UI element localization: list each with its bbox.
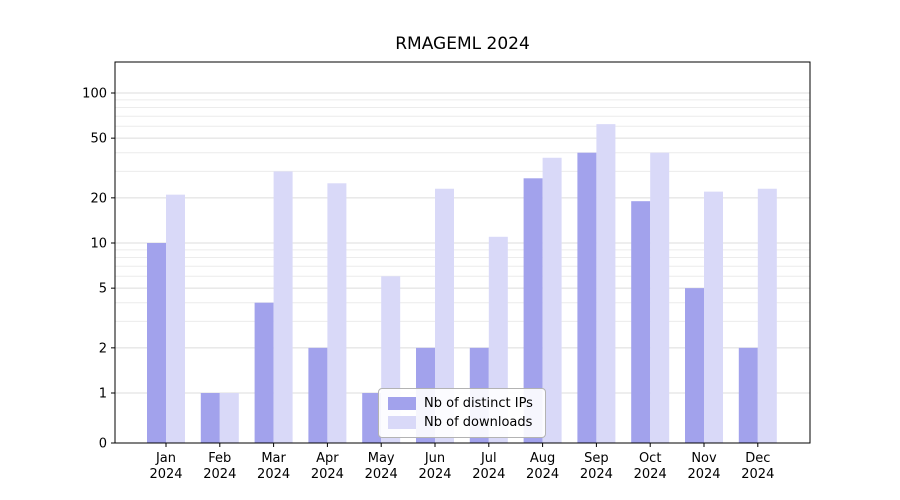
x-tick-label-month: Apr [316, 451, 339, 466]
bar-downloads-apr [327, 183, 347, 443]
bar-downloads-dec [757, 188, 777, 443]
x-tick-label-year: 2024 [418, 467, 451, 482]
x-tick-label-year: 2024 [526, 467, 559, 482]
bar-downloads-aug [542, 157, 562, 443]
bar-downloads-nov [704, 191, 723, 443]
legend-item-downloads: Nb of downloads [388, 413, 536, 432]
y-tick-label: 5 [99, 282, 107, 297]
x-tick-label-year: 2024 [311, 467, 344, 482]
bar-distinct-ips-jan [147, 243, 166, 443]
bar-downloads-sep [596, 124, 616, 444]
y-tick-label: 100 [82, 87, 107, 102]
bar-distinct-ips-nov [685, 288, 704, 443]
x-tick-label-month: Jan [155, 451, 176, 466]
x-tick-label-year: 2024 [365, 467, 398, 482]
bar-downloads-oct [650, 152, 670, 444]
x-tick-label-month: May [368, 451, 395, 466]
y-tick-label: 1 [99, 387, 107, 402]
x-tick-label-month: Jul [480, 451, 497, 466]
x-tick-label-year: 2024 [580, 467, 613, 482]
x-tick-label-month: Oct [639, 451, 661, 466]
bar-downloads-jun [435, 188, 454, 443]
legend: Nb of distinct IPs Nb of downloads [378, 388, 546, 438]
y-tick-label: 0 [99, 437, 107, 452]
x-tick-label-year: 2024 [149, 467, 182, 482]
legend-label-downloads: Nb of downloads [424, 415, 533, 430]
x-tick-label-month: Aug [530, 451, 555, 466]
x-tick-label-year: 2024 [257, 467, 290, 482]
bar-distinct-ips-dec [738, 347, 758, 443]
bar-distinct-ips-sep [577, 152, 597, 444]
bar-downloads-mar [273, 171, 293, 443]
legend-swatch-downloads [388, 416, 416, 429]
x-tick-label-month: Nov [691, 451, 717, 466]
x-tick-label-year: 2024 [203, 467, 236, 482]
y-tick-label: 20 [90, 191, 107, 206]
legend-label-distinct-ips: Nb of distinct IPs [424, 396, 533, 411]
x-tick-label-month: Dec [745, 451, 770, 466]
axes-box [114, 61, 811, 444]
y-tick-label: 50 [90, 132, 107, 147]
x-tick-label-year: 2024 [472, 467, 505, 482]
x-tick-label-year: 2024 [741, 467, 774, 482]
bar-distinct-ips-apr [308, 347, 328, 443]
y-tick-label: 10 [90, 237, 107, 252]
bar-distinct-ips-feb [200, 393, 220, 443]
bar-distinct-ips-may [362, 393, 382, 443]
y-tick-label: 2 [99, 341, 107, 356]
x-tick-label-month: Jun [424, 451, 445, 466]
bar-downloads-feb [219, 393, 239, 443]
x-tick-label-year: 2024 [687, 467, 720, 482]
bar-distinct-ips-oct [631, 201, 651, 443]
x-tick-label-year: 2024 [634, 467, 667, 482]
chart-title: RMAGEML 2024 [395, 34, 530, 54]
x-tick-label-month: Sep [584, 451, 609, 466]
x-tick-label-month: Mar [261, 451, 286, 466]
bar-distinct-ips-mar [254, 302, 274, 443]
legend-swatch-distinct-ips [388, 397, 416, 410]
x-tick-label-month: Feb [208, 451, 231, 466]
bar-downloads-jan [166, 194, 185, 443]
legend-item-distinct-ips: Nb of distinct IPs [388, 394, 536, 413]
bar-distinct-ips-aug [523, 178, 543, 443]
